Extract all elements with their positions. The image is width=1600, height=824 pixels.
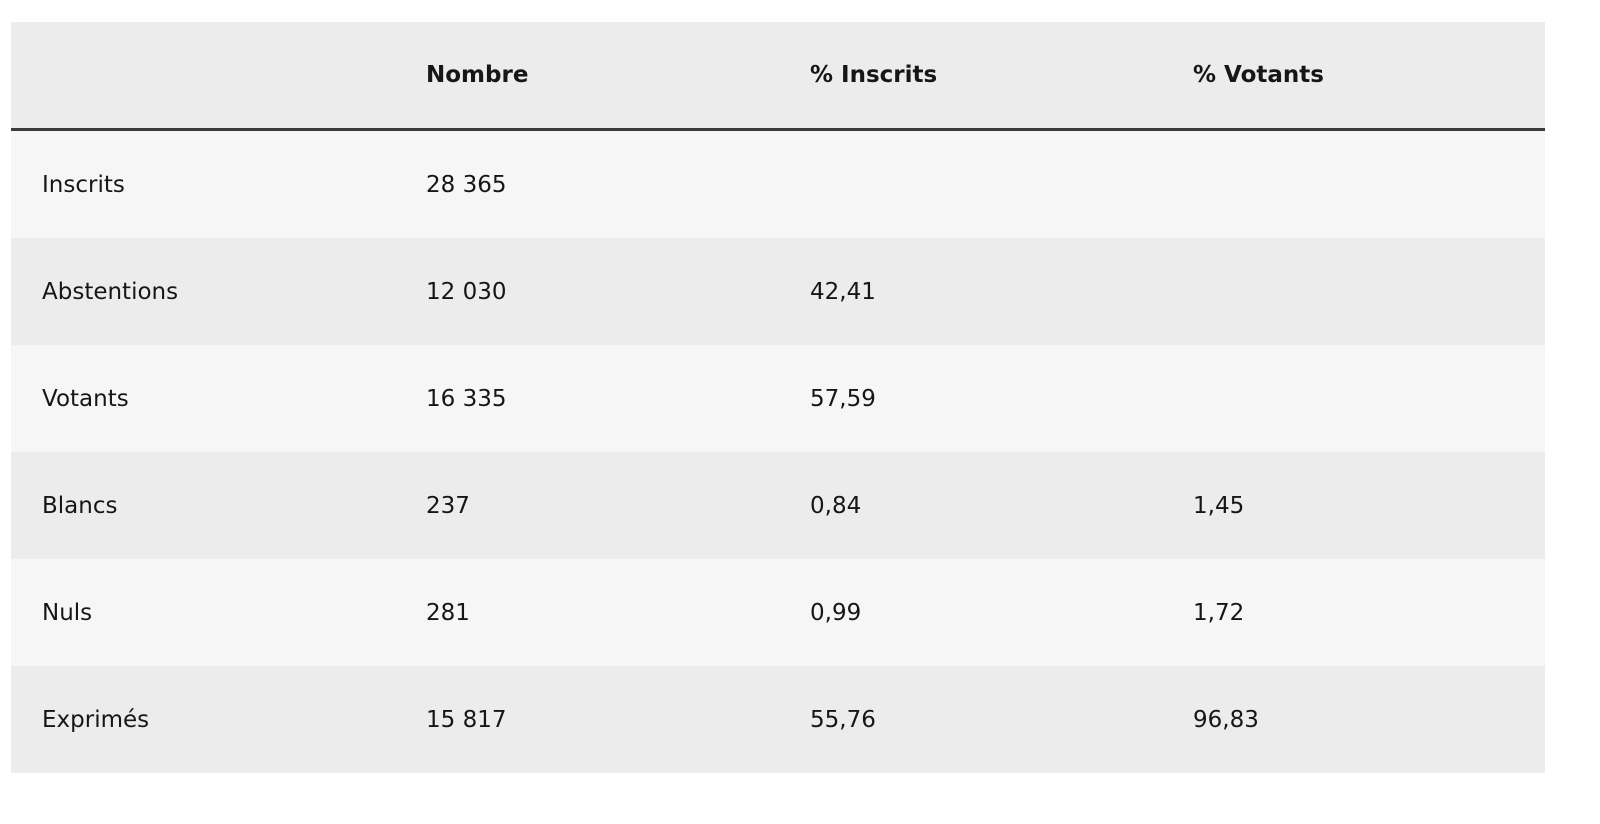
cell: 42,41 — [779, 238, 1162, 345]
cell: 57,59 — [779, 345, 1162, 452]
results-table: Nombre% Inscrits% Votants Inscrits 28 365… — [11, 22, 1545, 773]
row-label: Blancs — [11, 452, 395, 559]
header-cell: % Votants — [1162, 22, 1545, 131]
cell: 16 335 — [395, 345, 779, 452]
header-row: Nombre% Inscrits% Votants — [11, 22, 1545, 131]
table-row: Exprimés 15 817 55,76 96,83 — [11, 666, 1545, 773]
row-label: Abstentions — [11, 238, 395, 345]
header-cell: Nombre — [395, 22, 779, 131]
cell: 15 817 — [395, 666, 779, 773]
table-header: Nombre% Inscrits% Votants — [11, 22, 1545, 131]
row-label: Votants — [11, 345, 395, 452]
cell: 1,72 — [1162, 559, 1545, 666]
row-label: Nuls — [11, 559, 395, 666]
cell — [1162, 238, 1545, 345]
cell: 0,84 — [779, 452, 1162, 559]
table-body: Inscrits 28 365 Abstentions 12 030 42,41 Vota… — [11, 129, 1545, 773]
cell: 281 — [395, 559, 779, 666]
cell: 237 — [395, 452, 779, 559]
table-row: Inscrits 28 365 — [11, 129, 1545, 238]
cell: 0,99 — [779, 559, 1162, 666]
header-cell — [11, 22, 395, 131]
cell — [779, 129, 1162, 238]
table-row: Votants 16 335 57,59 — [11, 345, 1545, 452]
cell — [1162, 129, 1545, 238]
cell: 96,83 — [1162, 666, 1545, 773]
row-label: Inscrits — [11, 129, 395, 238]
cell: 12 030 — [395, 238, 779, 345]
cell: 55,76 — [779, 666, 1162, 773]
row-label: Exprimés — [11, 666, 395, 773]
cell — [1162, 345, 1545, 452]
table-row: Abstentions 12 030 42,41 — [11, 238, 1545, 345]
table-row: Blancs 237 0,84 1,45 — [11, 452, 1545, 559]
cell: 1,45 — [1162, 452, 1545, 559]
table-row: Nuls 281 0,99 1,72 — [11, 559, 1545, 666]
header-cell: % Inscrits — [779, 22, 1162, 131]
cell: 28 365 — [395, 129, 779, 238]
